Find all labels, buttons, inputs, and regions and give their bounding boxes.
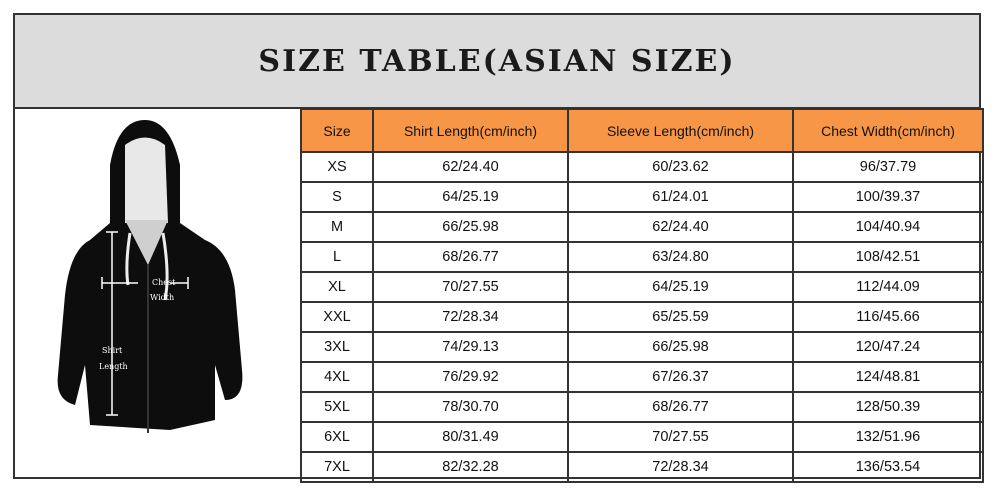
cell-size: 6XL [300, 421, 374, 453]
cell-shirt-length: 82/32.28 [372, 451, 569, 483]
cell-chest-width: 100/39.37 [792, 181, 984, 213]
cell-sleeve-length: 68/26.77 [567, 391, 794, 423]
cell-shirt-length: 76/29.92 [372, 361, 569, 393]
table-row: 6XL 80/31.49 70/27.55 132/51.96 [300, 421, 984, 453]
table-row: XXL 72/28.34 65/25.59 116/45.66 [300, 301, 984, 333]
header-chest-width: Chest Width(cm/inch) [792, 108, 984, 153]
size-table: Size Shirt Length(cm/inch) Sleeve Length… [300, 108, 984, 483]
cell-shirt-length: 74/29.13 [372, 331, 569, 363]
cell-chest-width: 108/42.51 [792, 241, 984, 273]
cell-sleeve-length: 70/27.55 [567, 421, 794, 453]
cell-size: M [300, 211, 374, 243]
table-row: L 68/26.77 63/24.80 108/42.51 [300, 241, 984, 273]
cell-chest-width: 120/47.24 [792, 331, 984, 363]
hoodie-diagram: Chest Width Shirt Length [57, 120, 243, 433]
table-row: XL 70/27.55 64/25.19 112/44.09 [300, 271, 984, 303]
cell-size: 5XL [300, 391, 374, 423]
cell-chest-width: 104/40.94 [792, 211, 984, 243]
measure-lines [101, 231, 189, 416]
cell-shirt-length: 78/30.70 [372, 391, 569, 423]
table-row: 5XL 78/30.70 68/26.77 128/50.39 [300, 391, 984, 423]
header-row: Size Shirt Length(cm/inch) Sleeve Length… [300, 108, 984, 153]
table-row: XS 62/24.40 60/23.62 96/37.79 [300, 151, 984, 183]
chest-label: Chest [152, 278, 176, 287]
hoodie-illustration [57, 120, 243, 433]
cell-shirt-length: 66/25.98 [372, 211, 569, 243]
header-shirt-length: Shirt Length(cm/inch) [372, 108, 569, 153]
cell-shirt-length: 80/31.49 [372, 421, 569, 453]
cell-shirt-length: 68/26.77 [372, 241, 569, 273]
cell-sleeve-length: 61/24.01 [567, 181, 794, 213]
cell-chest-width: 112/44.09 [792, 271, 984, 303]
length-label: Length [99, 362, 128, 371]
cell-size: S [300, 181, 374, 213]
cell-sleeve-length: 72/28.34 [567, 451, 794, 483]
table-row: 4XL 76/29.92 67/26.37 124/48.81 [300, 361, 984, 393]
cell-chest-width: 128/50.39 [792, 391, 984, 423]
cell-size: 4XL [300, 361, 374, 393]
header-size: Size [300, 108, 374, 153]
cell-shirt-length: 72/28.34 [372, 301, 569, 333]
cell-size: 7XL [300, 451, 374, 483]
cell-sleeve-length: 63/24.80 [567, 241, 794, 273]
shirt-label: Shirt [102, 346, 123, 355]
cell-shirt-length: 64/25.19 [372, 181, 569, 213]
table-row: 3XL 74/29.13 66/25.98 120/47.24 [300, 331, 984, 363]
cell-shirt-length: 70/27.55 [372, 271, 569, 303]
cell-shirt-length: 62/24.40 [372, 151, 569, 183]
cell-chest-width: 124/48.81 [792, 361, 984, 393]
cell-sleeve-length: 62/24.40 [567, 211, 794, 243]
cell-sleeve-length: 64/25.19 [567, 271, 794, 303]
page-title: SIZE TABLE(ASIAN SIZE) [258, 43, 736, 79]
cell-size: XL [300, 271, 374, 303]
table-row: M 66/25.98 62/24.40 104/40.94 [300, 211, 984, 243]
cell-chest-width: 96/37.79 [792, 151, 984, 183]
cell-sleeve-length: 67/26.37 [567, 361, 794, 393]
cell-chest-width: 132/51.96 [792, 421, 984, 453]
title-band: SIZE TABLE(ASIAN SIZE) [15, 15, 979, 109]
table-row: 7XL 82/32.28 72/28.34 136/53.54 [300, 451, 984, 483]
cell-size: XS [300, 151, 374, 183]
cell-chest-width: 136/53.54 [792, 451, 984, 483]
width-label-text: Width [150, 293, 174, 302]
cell-size: L [300, 241, 374, 273]
cell-size: 3XL [300, 331, 374, 363]
cell-size: XXL [300, 301, 374, 333]
header-sleeve-length: Sleeve Length(cm/inch) [567, 108, 794, 153]
cell-sleeve-length: 66/25.98 [567, 331, 794, 363]
cell-chest-width: 116/45.66 [792, 301, 984, 333]
table-row: S 64/25.19 61/24.01 100/39.37 [300, 181, 984, 213]
cell-sleeve-length: 65/25.59 [567, 301, 794, 333]
cell-sleeve-length: 60/23.62 [567, 151, 794, 183]
